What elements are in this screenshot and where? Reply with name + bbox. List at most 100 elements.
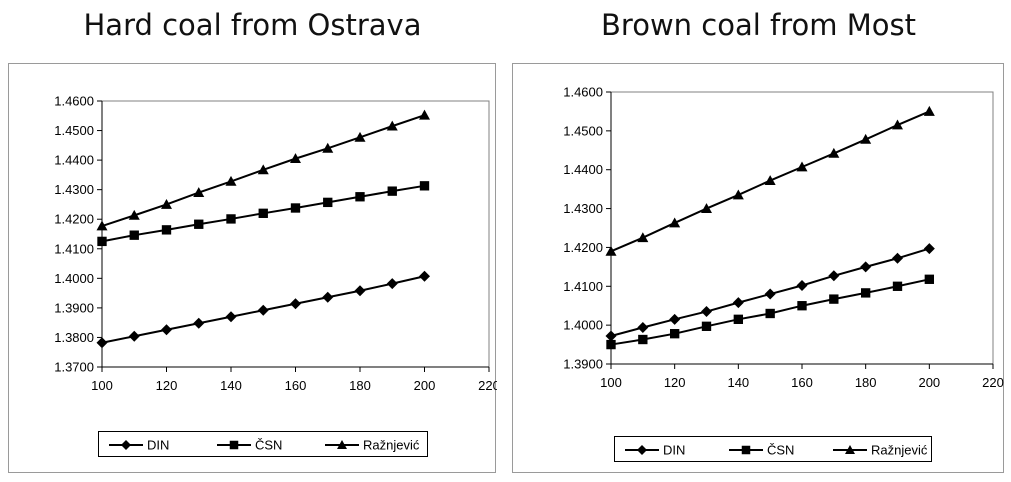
y-tick-label: 1.4100 bbox=[54, 241, 94, 256]
x-tick-label: 140 bbox=[220, 378, 242, 393]
chart-frame: 1.3900 1.4000 1.4100 1.4200 1.4300 1.4400 1.45… bbox=[512, 63, 1004, 473]
data-point-csn bbox=[129, 230, 139, 240]
y-tick-label: 1.4300 bbox=[54, 182, 94, 197]
chart-frame: 1.3700 1.3800 1.3900 1.4000 1.4100 1.4200 1.43… bbox=[8, 63, 497, 473]
y-tick-label: 1.4500 bbox=[563, 123, 603, 138]
y-tick-label: 1.3700 bbox=[54, 360, 94, 375]
x-tick-label: 160 bbox=[285, 378, 307, 393]
data-point-din bbox=[892, 252, 903, 264]
legend-label-csn: ČSN bbox=[767, 443, 794, 458]
chart-title: Hard coal from Ostrava bbox=[83, 8, 422, 42]
data-point-raznjevic bbox=[637, 232, 649, 243]
data-point-din bbox=[732, 297, 744, 309]
data-point-din bbox=[161, 324, 172, 336]
data-point-din bbox=[419, 270, 430, 282]
legend-entries: DIN ČSN Ražnjević bbox=[109, 438, 420, 453]
x-tick-label: 200 bbox=[414, 378, 436, 393]
data-point-raznjevic bbox=[225, 175, 237, 186]
y-tick-label: 1.4500 bbox=[54, 123, 94, 138]
data-point-csn bbox=[860, 288, 871, 298]
data-point-csn bbox=[669, 329, 680, 339]
data-point-raznjevic bbox=[290, 153, 301, 164]
data-point-raznjevic bbox=[193, 187, 205, 198]
data-point-raznjevic bbox=[257, 164, 269, 175]
data-point-din bbox=[637, 321, 649, 333]
data-point-din bbox=[193, 317, 205, 329]
data-point-raznjevic bbox=[386, 120, 398, 131]
data-point-raznjevic bbox=[796, 161, 808, 172]
x-tick-label: 120 bbox=[664, 375, 686, 390]
data-point-din bbox=[669, 313, 681, 325]
data-point-din bbox=[605, 330, 617, 342]
data-point-raznjevic bbox=[354, 131, 366, 142]
legend-marker-csn bbox=[741, 445, 751, 455]
plot-area bbox=[610, 91, 994, 365]
chart-legend: DIN ČSN Ražnjević bbox=[614, 436, 932, 462]
data-point-raznjevic bbox=[764, 175, 776, 185]
legend-marker-raznjevic bbox=[337, 440, 347, 449]
x-tick-label: 160 bbox=[791, 375, 813, 390]
data-point-csn bbox=[161, 225, 172, 235]
legend-marker-din bbox=[121, 440, 131, 450]
data-point-din bbox=[828, 270, 840, 282]
legend-label-din: DIN bbox=[147, 438, 169, 453]
chart-title: Brown coal from Most bbox=[601, 8, 916, 42]
data-point-csn bbox=[892, 281, 903, 291]
data-point-din bbox=[128, 330, 140, 342]
data-point-csn bbox=[290, 203, 301, 213]
data-point-din bbox=[322, 291, 334, 303]
data-point-csn bbox=[419, 181, 430, 191]
data-point-raznjevic bbox=[96, 220, 108, 231]
data-point-csn bbox=[194, 219, 204, 229]
data-point-din bbox=[290, 298, 301, 310]
data-point-csn bbox=[387, 186, 397, 196]
data-point-din bbox=[257, 304, 269, 316]
data-point-csn bbox=[829, 294, 839, 304]
data-point-raznjevic bbox=[161, 198, 172, 209]
data-point-raznjevic bbox=[419, 109, 430, 120]
y-tick-label: 1.4000 bbox=[54, 271, 94, 286]
y-tick-label: 1.4200 bbox=[54, 212, 94, 227]
chart-panel-most: Brown coal from Most 1.3900 1.4000 1.4100 1… bbox=[506, 0, 1011, 482]
data-point-csn bbox=[226, 214, 236, 224]
legend-label-din: DIN bbox=[663, 443, 685, 458]
y-tick-label: 1.4400 bbox=[563, 162, 603, 177]
x-tick-label: 120 bbox=[156, 378, 178, 393]
legend-label-raznjevic: Ražnjević bbox=[871, 443, 928, 458]
data-point-csn bbox=[355, 192, 365, 202]
y-tick-label: 1.4600 bbox=[54, 94, 94, 109]
data-point-csn bbox=[323, 197, 333, 208]
y-tick-label: 1.3900 bbox=[54, 300, 94, 315]
data-point-din bbox=[225, 311, 237, 323]
data-point-raznjevic bbox=[828, 147, 840, 158]
legend-marker-csn bbox=[229, 440, 239, 450]
data-point-raznjevic bbox=[860, 133, 872, 144]
x-tick-label: 100 bbox=[91, 378, 113, 393]
data-point-csn bbox=[638, 334, 648, 345]
legend-marker-din bbox=[637, 445, 647, 455]
data-point-csn bbox=[924, 274, 935, 284]
data-point-raznjevic bbox=[322, 142, 334, 153]
x-tick-label: 180 bbox=[349, 378, 371, 393]
x-tick-label: 140 bbox=[727, 375, 749, 390]
legend-label-raznjevic: Ražnjević bbox=[363, 438, 420, 453]
x-tick-label: 220 bbox=[478, 378, 497, 393]
data-point-raznjevic bbox=[701, 203, 712, 213]
y-tick-label: 1.3900 bbox=[563, 357, 603, 372]
x-tick-label: 100 bbox=[600, 375, 622, 390]
legend-marker-raznjevic bbox=[845, 445, 855, 454]
x-tick-label: 220 bbox=[982, 375, 1004, 390]
data-point-din bbox=[96, 337, 108, 349]
y-tick-label: 1.3800 bbox=[54, 330, 94, 345]
y-tick-label: 1.4300 bbox=[563, 201, 603, 216]
y-tick-label: 1.4000 bbox=[563, 318, 603, 333]
data-point-din bbox=[701, 306, 712, 318]
data-point-raznjevic bbox=[892, 119, 903, 130]
data-point-csn bbox=[606, 339, 616, 350]
y-tick-label: 1.4600 bbox=[563, 85, 603, 100]
data-point-din bbox=[386, 278, 398, 290]
data-point-din bbox=[860, 261, 872, 273]
y-tick-label: 1.4100 bbox=[563, 279, 603, 294]
data-point-csn bbox=[258, 208, 268, 218]
line-chart-most: 1.3900 1.4000 1.4100 1.4200 1.4300 1.4400 1.45… bbox=[563, 85, 1004, 391]
